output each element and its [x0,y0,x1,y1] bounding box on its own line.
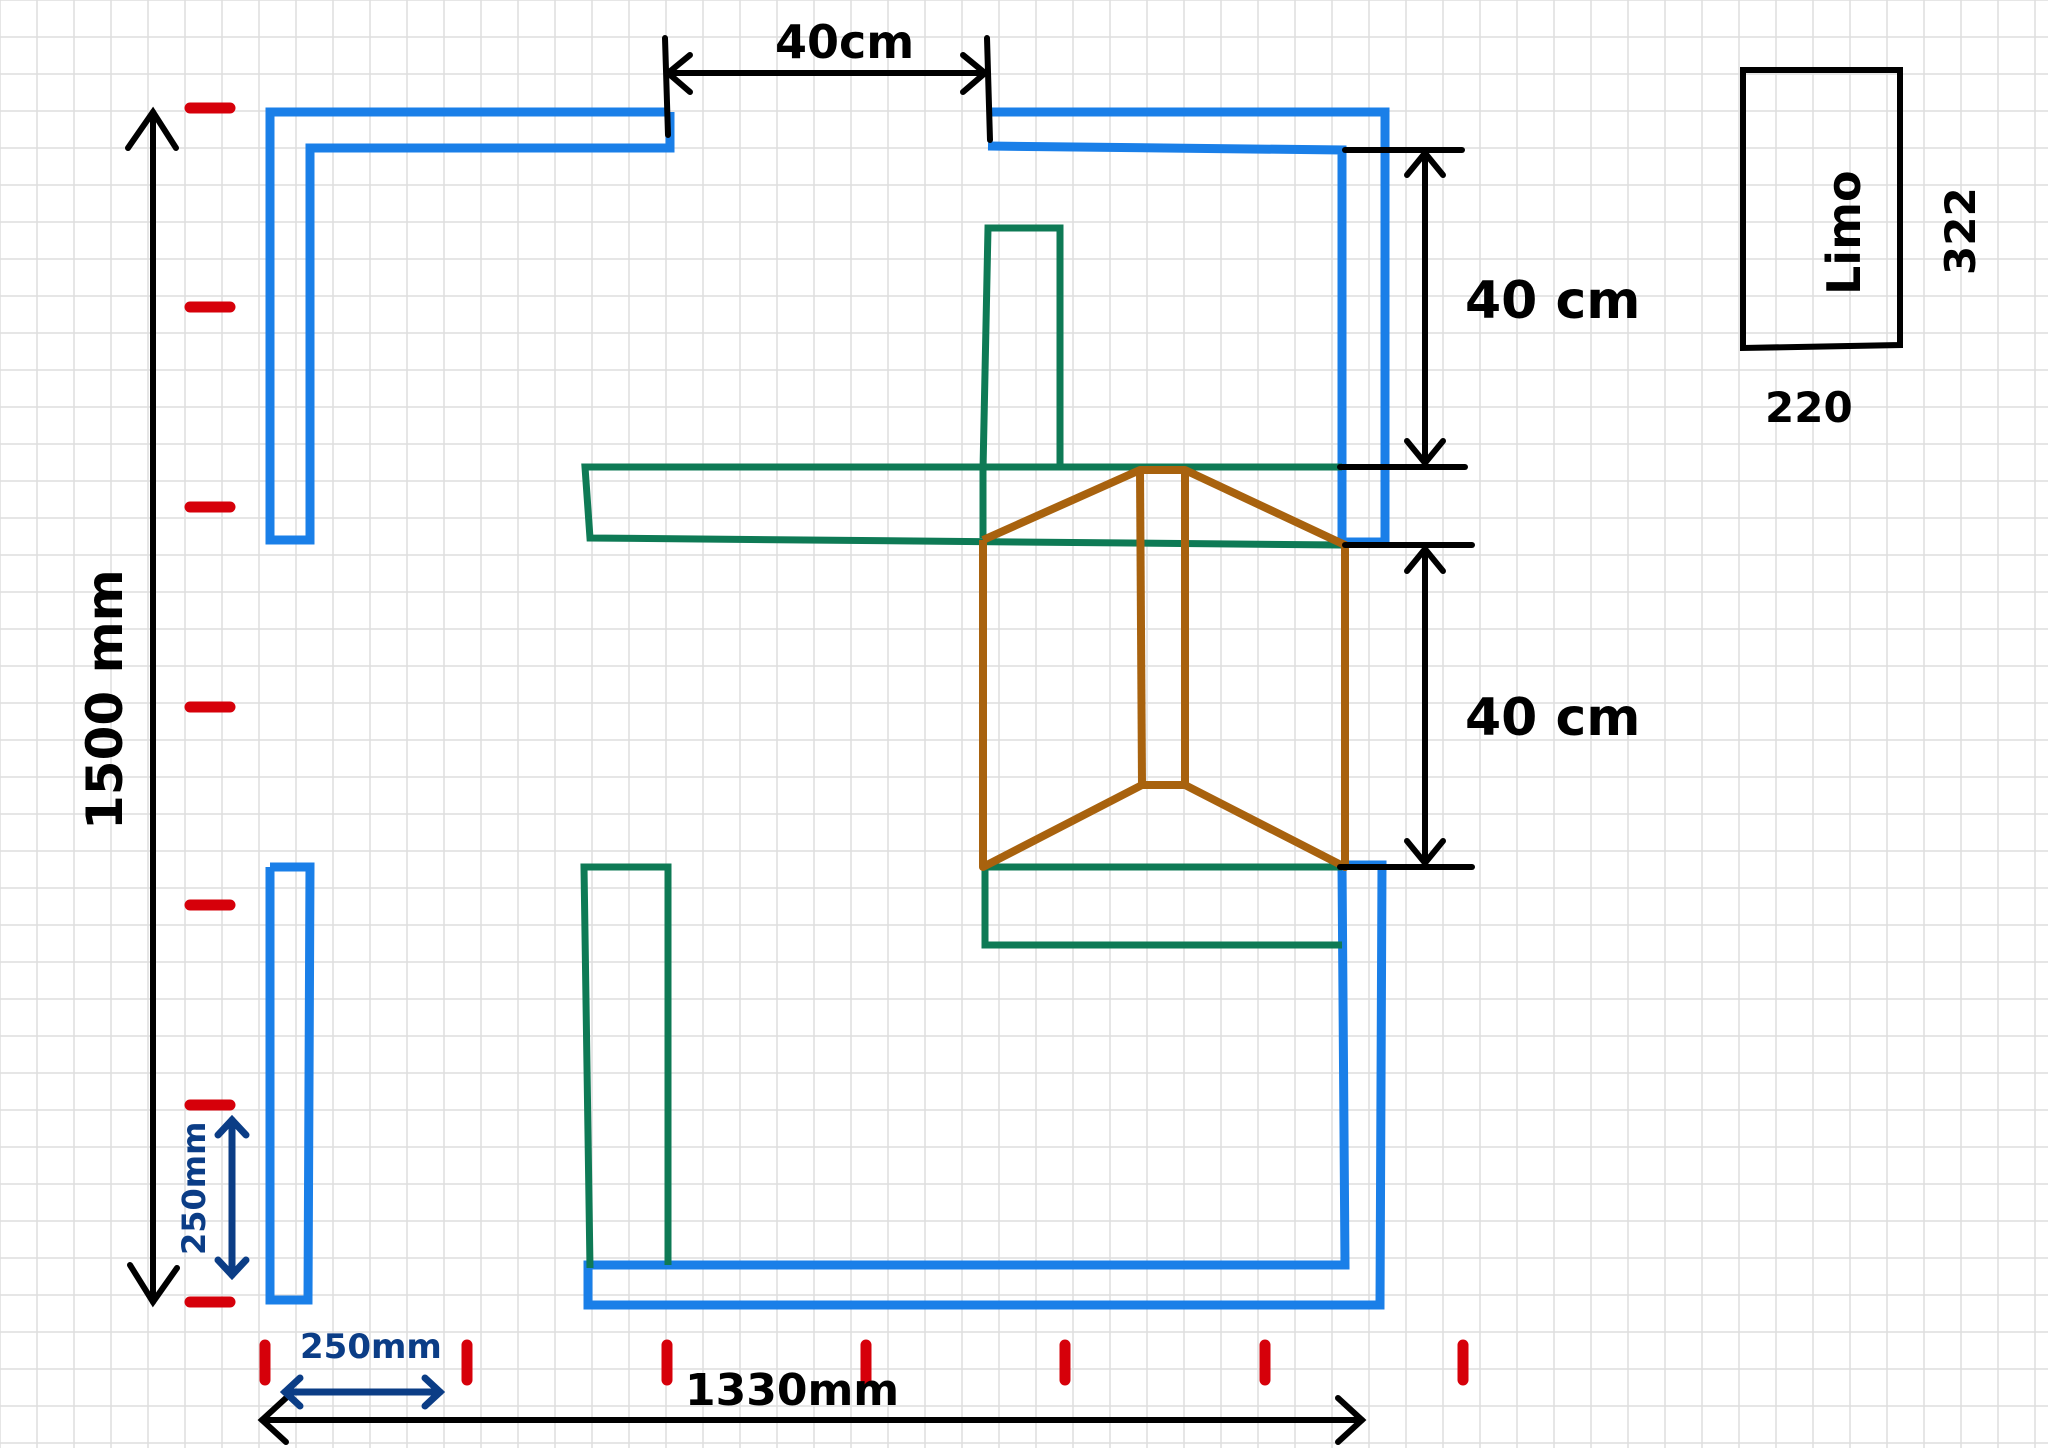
inner-wall-vertical-bottom [580,863,672,1269]
scale-markers [214,1114,446,1410]
width-label: 1330mm [685,1365,899,1416]
right-upper-label: 40 cm [1465,271,1640,331]
limo-box [1740,67,1903,352]
ramp [979,466,1349,871]
limo-width-label: 220 [1765,383,1853,432]
grid-ticks [184,102,1469,1386]
inner-wall-horizontal [581,463,1343,549]
ramp-outline [979,466,1349,871]
scale-v-label: 250mm [175,1122,213,1255]
ramp-center-left [1136,469,1146,786]
height-label: 1500 mm [76,569,134,830]
inner-wall-vertical-top [979,224,1064,471]
inner-walls [580,224,1343,1269]
right-lower-label: 40 cm [1465,688,1640,748]
limo-length-label: 322 [1936,187,1985,275]
outer-track [265,107,1390,1310]
limo-name-label: Limo [1817,170,1871,295]
scale-h-label: 250mm [300,1327,442,1367]
dimensions [125,35,1903,1445]
inner-wall-right-block [981,863,1342,949]
top-gap-label: 40cm [775,15,914,69]
outer-track-left-lower [265,862,315,1305]
outer-track-top-left [265,107,675,545]
